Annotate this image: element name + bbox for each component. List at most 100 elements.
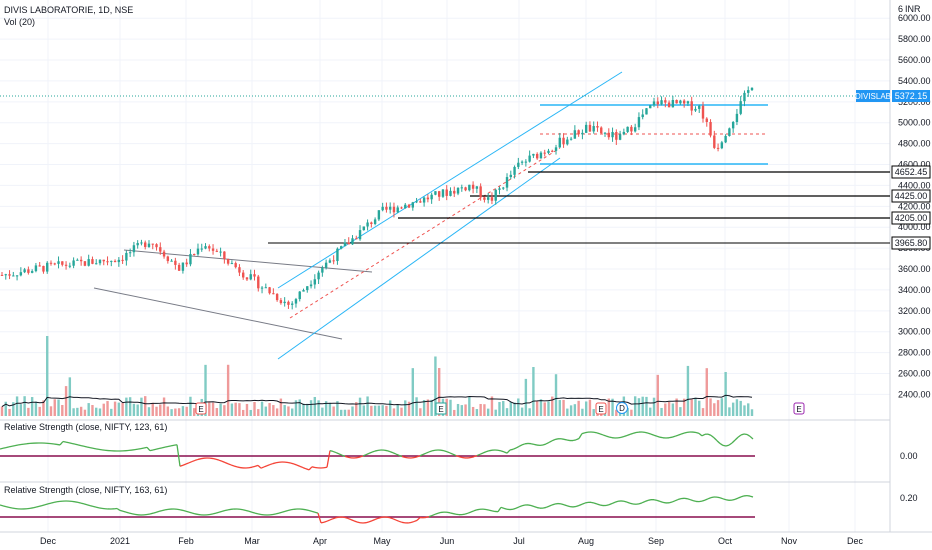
candle-body — [682, 100, 686, 104]
candle-body — [453, 190, 456, 194]
candle-body — [671, 100, 675, 108]
rs-segment — [536, 506, 541, 509]
rs-segment — [581, 502, 586, 505]
rs-segment — [269, 462, 274, 466]
rs-segment — [140, 447, 145, 450]
volume-bar — [498, 402, 501, 416]
rs-segment — [356, 521, 361, 524]
earnings-badge[interactable]: E — [595, 402, 607, 415]
candle-body — [272, 293, 275, 295]
candle-body — [569, 138, 573, 140]
time-axis[interactable]: Dec 2021 Feb Mar Apr May Jun Jul Aug Sep Oct Nov Dec — [40, 536, 864, 546]
wedge-lower-line[interactable] — [93, 287, 343, 340]
rs-segment — [215, 511, 220, 514]
rs-segment — [359, 455, 364, 458]
earnings-badge[interactable]: E — [195, 402, 207, 415]
rs-segment — [425, 451, 430, 454]
volume-bar — [652, 397, 656, 416]
level-labels[interactable]: 5372.15 DIVISLAB 4652.45 4425.00 4205.00… — [855, 90, 931, 250]
candle-body — [407, 204, 411, 208]
candle-body — [76, 259, 79, 261]
rs-segment — [734, 497, 739, 500]
candle-body — [460, 187, 463, 189]
candle-body — [468, 184, 471, 191]
channel-lower-line[interactable] — [277, 157, 561, 360]
rs-segment — [224, 461, 229, 465]
rs-segment — [527, 504, 532, 507]
rs-segment — [632, 431, 637, 434]
rs-segment — [257, 464, 262, 469]
rs-segment — [347, 517, 352, 521]
rs-segment — [368, 451, 373, 454]
volume-bar — [543, 402, 546, 416]
rs-segment — [668, 501, 673, 504]
rs-segment — [92, 447, 97, 450]
candle-body — [234, 263, 237, 268]
volume-bar — [502, 401, 505, 416]
candle-body — [739, 101, 742, 114]
earnings-badge[interactable]: E — [435, 402, 447, 415]
volume-label: Vol (20) — [4, 17, 35, 27]
time-tick-label: Dec — [847, 536, 864, 546]
candle-body — [53, 263, 56, 265]
volume-bar — [151, 402, 154, 416]
candle-body — [747, 90, 750, 93]
rs1-label[interactable]: Relative Strength (close, NIFTY, 123, 61… — [4, 422, 167, 432]
rs-segment — [677, 433, 682, 436]
rs-segment — [548, 504, 553, 507]
volume-bar — [607, 398, 610, 416]
volume-bar — [76, 407, 79, 416]
rs-segment — [659, 436, 664, 439]
candle-body — [566, 139, 569, 145]
rs-segment — [425, 516, 430, 519]
rs-segment — [395, 519, 400, 522]
volume-bar — [483, 404, 486, 416]
candle-body — [68, 265, 72, 267]
candle-body — [166, 256, 170, 262]
volume-bar — [147, 407, 151, 416]
volume-bar — [370, 405, 373, 416]
svg-text:D: D — [619, 404, 625, 413]
level-value: 4652.45 — [895, 167, 928, 177]
rs-segment — [209, 513, 214, 516]
volume-bar — [547, 401, 550, 416]
rs-segment — [245, 509, 250, 512]
rs-segment — [599, 504, 604, 507]
rs-segment — [566, 505, 571, 508]
rs-segment — [68, 442, 73, 445]
rs-segment — [701, 499, 706, 502]
wedge-upper-line[interactable] — [123, 249, 373, 273]
candle-body — [328, 260, 332, 263]
price-axis-top-tick: 6 — [898, 4, 903, 14]
candle-body — [581, 132, 584, 135]
candle-body — [211, 248, 215, 251]
level-badge-4652 — [891, 165, 931, 179]
event-badges[interactable]: E E E D E — [195, 402, 805, 415]
volume-bar — [98, 408, 102, 416]
level-badge-3965 — [891, 236, 931, 250]
rs-segment — [386, 450, 391, 453]
volume-bar — [581, 408, 584, 416]
candle-body — [483, 197, 486, 200]
rs-segment — [644, 431, 649, 434]
level-badge-4205 — [891, 211, 931, 225]
candle-body — [38, 265, 41, 267]
rs-segment — [218, 510, 223, 513]
candle-body — [264, 287, 268, 289]
channel-upper-line[interactable] — [277, 71, 623, 289]
dividend-badge[interactable]: D — [616, 402, 628, 414]
rs2-label[interactable]: Relative Strength (close, NIFTY, 163, 61… — [4, 485, 167, 495]
future-earnings-badge[interactable]: E — [793, 402, 805, 415]
candle-body — [524, 161, 528, 163]
rs-segment — [452, 453, 457, 457]
volume-bar — [128, 397, 132, 416]
volume-bar — [637, 398, 641, 416]
price-tick-label: 6000.00 — [898, 13, 931, 23]
volume-bar — [456, 403, 460, 416]
candle-body — [313, 279, 317, 285]
rs-segment — [716, 496, 721, 499]
trendline-drawings[interactable] — [0, 71, 890, 360]
rs-segment — [83, 445, 88, 448]
candle-body — [464, 187, 467, 191]
